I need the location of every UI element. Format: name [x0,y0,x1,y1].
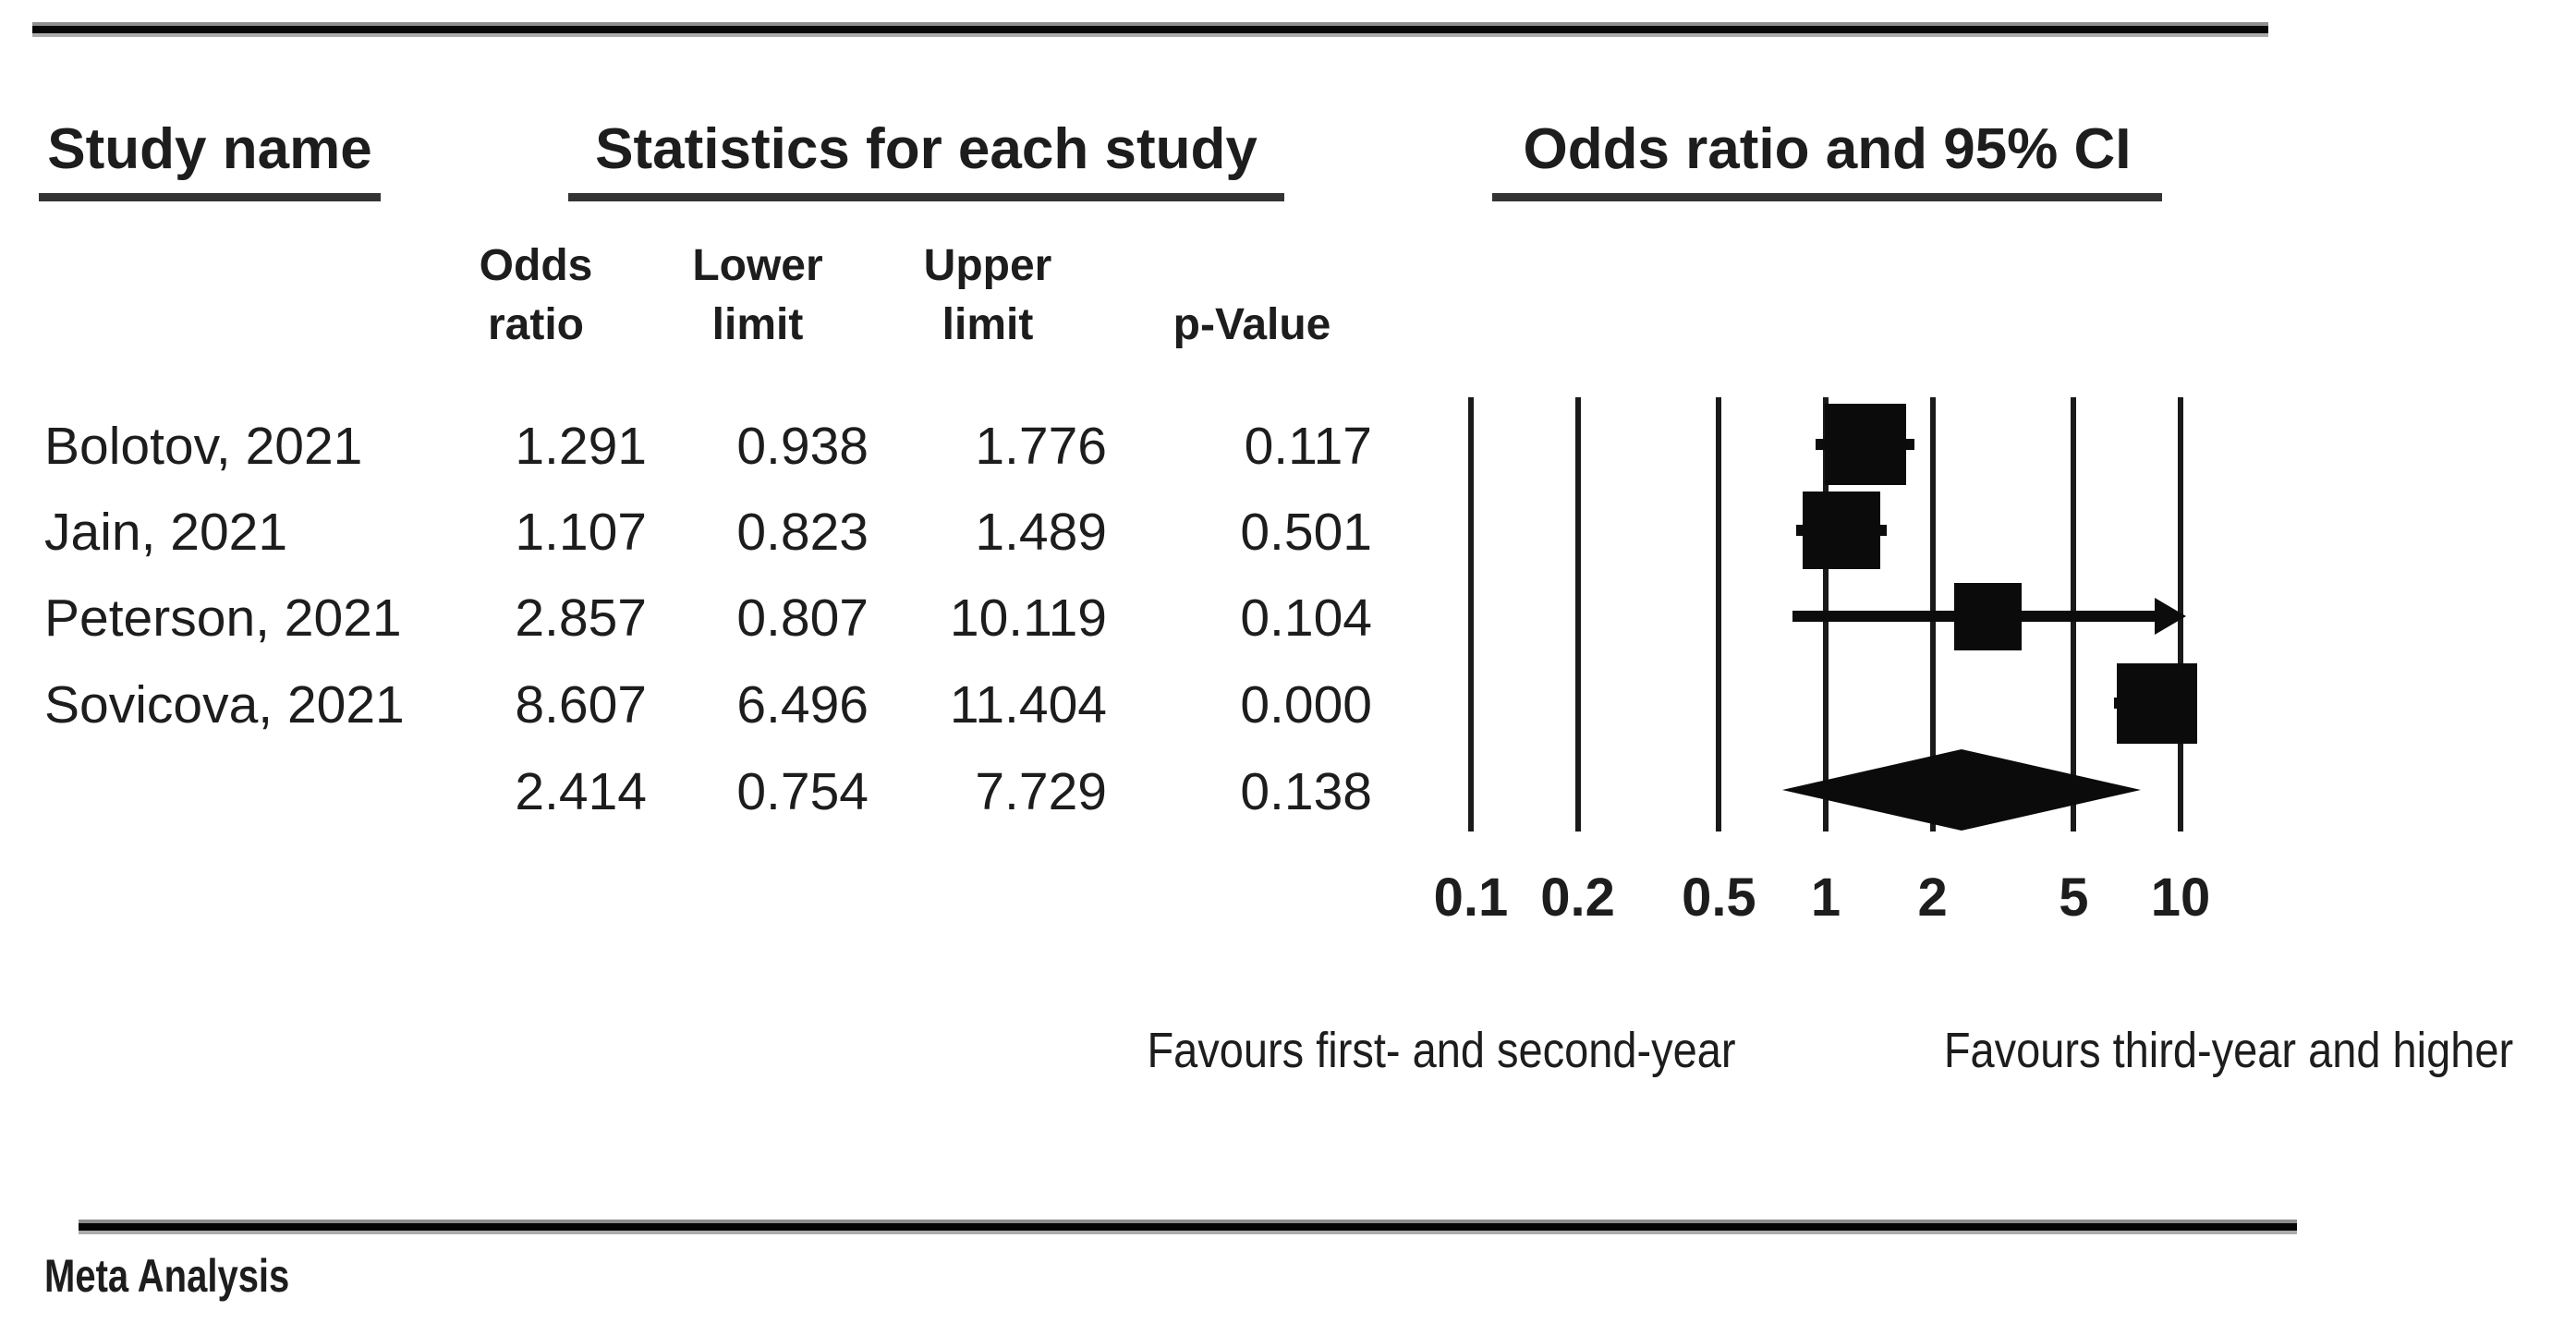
bottom-rule [79,1223,2297,1231]
effect-size-square [2117,662,2198,744]
lower-limit-value: 6.496 [736,675,869,734]
summary-diamond [1781,749,2142,831]
summary-lower-limit-value: 0.754 [736,762,869,821]
col-odds-line2: ratio [487,300,584,349]
odds-ratio-ci-header: Odds ratio and 95% CI [1492,116,2162,201]
axis-tick-label: 2 [1917,868,1948,928]
col-odds-line1: Odds [479,241,593,290]
lower-limit-value: 0.938 [736,417,869,476]
axis-tick-label: 10 [2150,868,2211,928]
odds-ratio-value: 1.107 [515,503,647,562]
study-name: Bolotov, 2021 [44,417,363,476]
p-value: 0.000 [1240,675,1372,734]
axis-tick-label: 5 [2059,868,2089,928]
effect-size-square [1802,492,1880,569]
study-name-header: Study name [39,116,381,201]
col-lower-line2: limit [711,300,804,349]
p-value: 0.501 [1240,503,1372,562]
axis-tick-label: 0.5 [1682,868,1756,928]
study-name: Sovicova, 2021 [44,675,405,734]
meta-analysis-label: Meta Analysis [44,1250,290,1302]
col-upper-line2: limit [942,300,1034,349]
statistics-header: Statistics for each study [568,116,1284,201]
p-value: 0.104 [1240,589,1372,648]
col-upper-line1: Upper [923,241,1052,290]
col-lower-line1: Lower [692,241,823,290]
favours-right-label: Favours third-year and higher [1943,1023,2514,1078]
odds-ratio-value: 1.291 [515,417,647,476]
axis-tick-label: 0.2 [1540,868,1615,928]
axis-gridline [1574,397,1581,831]
lower-limit-value: 0.823 [736,503,869,562]
axis-gridline [1716,397,1722,831]
lower-limit-value: 0.807 [736,589,869,648]
summary-upper-limit-value: 7.729 [975,762,1107,821]
study-name: Peterson, 2021 [44,589,402,648]
favours-left-label: Favours first- and second-year [1147,1023,1736,1078]
axis-tick-label: 1 [1810,868,1841,928]
ci-arrow-right [2155,598,2186,635]
odds-ratio-value: 2.857 [515,589,647,648]
upper-limit-value: 10.119 [949,589,1107,648]
summary-p-value: 0.138 [1240,762,1372,821]
col-p-value: p-Value [1173,300,1331,349]
axis-tick-label: 0.1 [1433,868,1509,928]
upper-limit-value: 1.489 [975,503,1107,562]
p-value: 0.117 [1244,417,1372,476]
summary-odds-ratio-value: 2.414 [515,762,647,821]
axis-gridline [1468,397,1474,831]
top-rule [32,26,2268,33]
odds-ratio-value: 8.607 [515,675,647,734]
study-name: Jain, 2021 [44,503,288,562]
upper-limit-value: 1.776 [975,417,1107,476]
effect-size-square [1824,404,1906,485]
upper-limit-value: 11.404 [949,675,1107,734]
effect-size-square [1953,582,2022,650]
